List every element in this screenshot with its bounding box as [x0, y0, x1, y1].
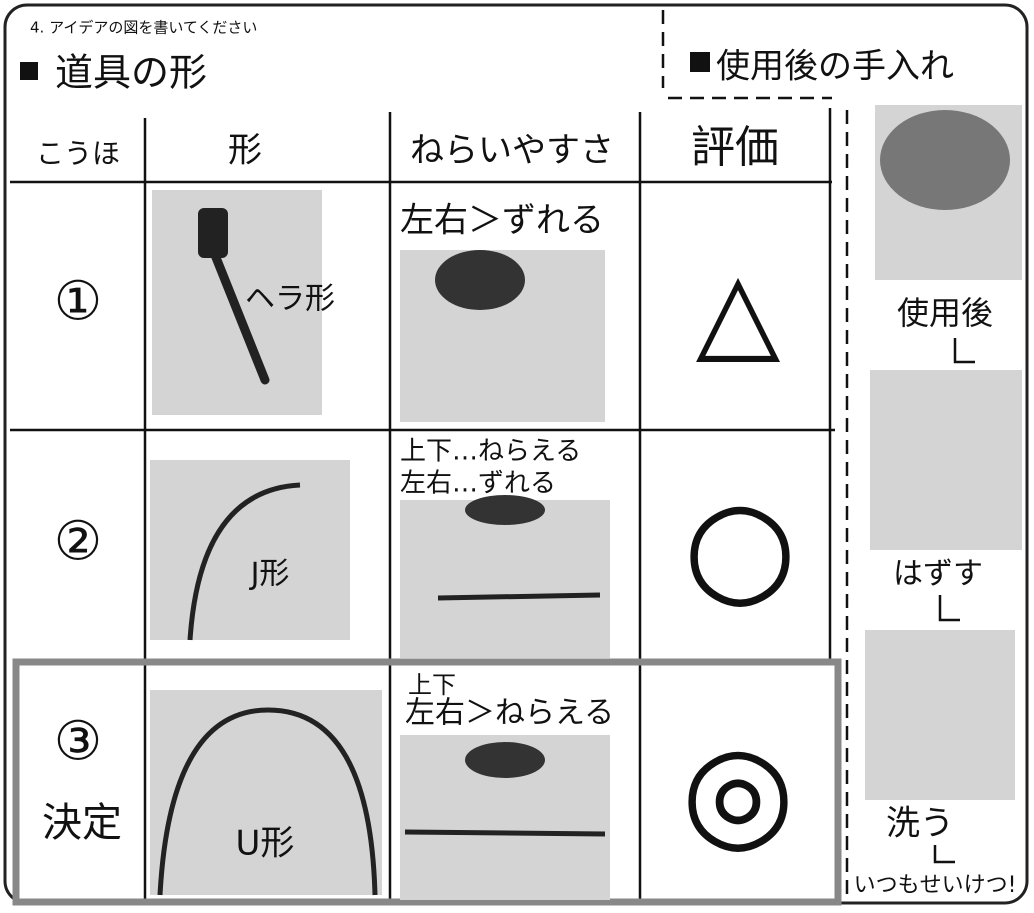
candidate: ③ [54, 710, 102, 773]
aim-note: 左右＞ねらえる [405, 696, 614, 731]
rating: ◎ [681, 715, 794, 867]
column-header: 評価 [691, 122, 779, 173]
bullet [20, 62, 38, 80]
care-step: はずす [893, 557, 983, 592]
aim-note: 左右…ずれる [400, 469, 556, 499]
care-step: 使用後 [897, 294, 993, 332]
aim-note: 上下 [408, 671, 456, 699]
rating: ○ [683, 470, 796, 622]
shape-label: J形 [249, 557, 290, 592]
care-step: いつもせいけつ! [854, 873, 1017, 898]
instruction: 4. アイデアの図を書いてください [30, 19, 257, 37]
column-header: 形 [228, 131, 262, 171]
arrow [938, 595, 960, 622]
left-title: 道具の形 [55, 51, 207, 95]
column-header: ねらいやすさ [410, 131, 614, 171]
table-grid [10, 108, 842, 906]
column-header: こうほ [36, 137, 120, 170]
candidate: ② [54, 510, 102, 573]
rating: △ [696, 246, 781, 374]
shape-label: ヘラ形 [245, 282, 335, 317]
arrow [953, 338, 975, 364]
aim-note: 上下…ねらえる [400, 437, 581, 467]
right-title: 使用後の手入れ [716, 47, 954, 87]
bullet [690, 52, 710, 72]
decision: 決定 [42, 800, 122, 846]
care-step: 洗う [886, 804, 954, 844]
arrow [933, 845, 955, 864]
candidate: ① [54, 270, 102, 333]
aim-note: 左右＞ずれる [400, 201, 604, 241]
shape-label: U形 [236, 824, 295, 864]
photos [150, 105, 1022, 900]
